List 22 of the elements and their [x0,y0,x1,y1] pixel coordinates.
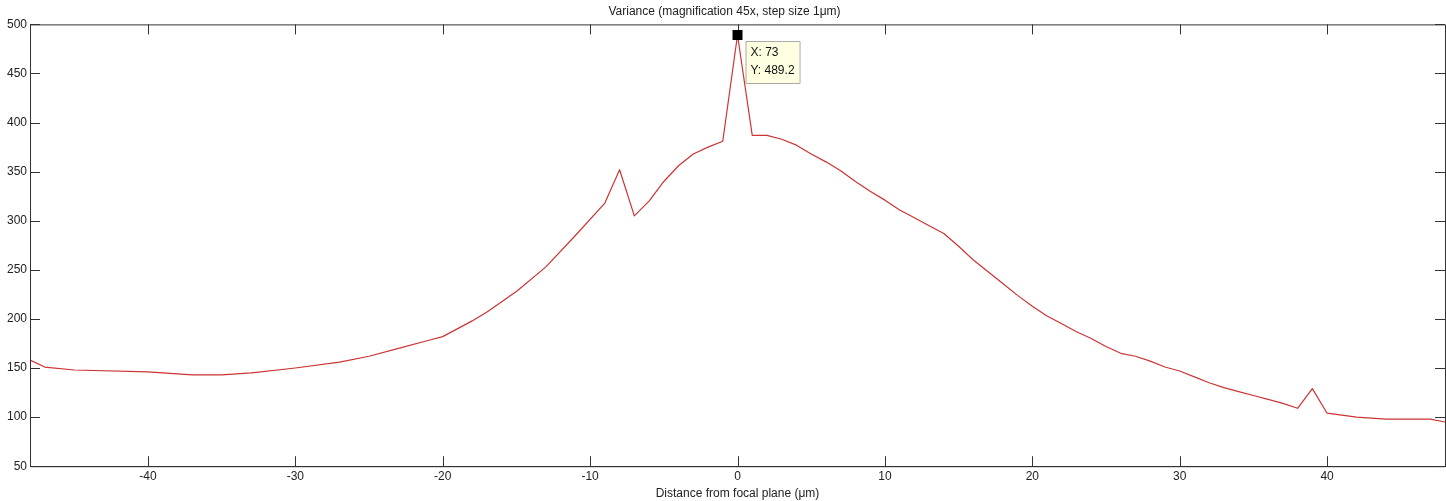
annotation: X: 73 Y: 489.2 [750,45,795,78]
x-tick-label: -30 [286,468,305,483]
x-tick-label: -20 [434,468,452,483]
y-tick-label: 200 [6,311,28,326]
y-tick-label: 500 [6,16,28,31]
y-tick-label: 150 [6,360,28,375]
y-tick-label: 350 [6,163,28,178]
x-tick-label: 0 [734,468,742,483]
y-tick-label: 450 [6,65,28,80]
y-tick-label: 100 [6,409,28,424]
x-axis-title: Distance from focal plane (μm) [655,486,820,501]
x-tick-label: 30 [1173,468,1187,483]
y-tick-label: 300 [6,213,28,228]
y-tick-label: 400 [6,114,28,129]
x-tick-label: 20 [1025,468,1040,483]
y-tick-label: 50 [13,458,28,473]
x-tick-label: 10 [878,468,892,483]
chart-title: Variance (magnification 45x, step size 1μm) [608,3,841,18]
y-tick-label: 250 [6,262,28,277]
x-tick-label: 40 [1320,468,1335,483]
x-tick-label: -10 [581,468,600,483]
x-tick-label: -40 [139,468,157,483]
